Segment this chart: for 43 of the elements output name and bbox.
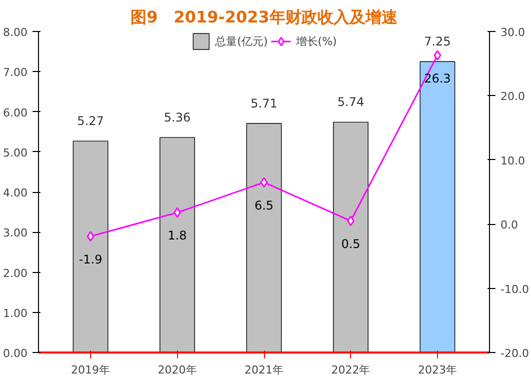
data-label: 7.25 <box>424 34 451 49</box>
y2-tick-label: 0.0 <box>500 218 518 232</box>
data-label: 5.36 <box>164 110 191 124</box>
legend-label: 增长(%) <box>296 34 337 48</box>
point <box>434 50 442 61</box>
y-tick-label: 8.00 <box>3 26 28 39</box>
data-label: 5.74 <box>337 95 364 110</box>
data-label: 1.8 <box>168 228 187 243</box>
bar <box>420 61 456 352</box>
y2-tick-label: 10.0 <box>500 154 525 168</box>
chart-title: 图9 2019-2023年财政收入及增速 <box>130 8 398 26</box>
bar <box>72 140 108 352</box>
point <box>346 216 354 226</box>
data-label: 5.27 <box>77 114 104 128</box>
y-tick-label: 3.00 <box>3 226 28 240</box>
bar <box>160 137 195 352</box>
x-tick-label: 2021年 <box>244 364 284 376</box>
data-label: 26.3 <box>424 71 451 86</box>
y-tick-label: 4.00 <box>3 186 28 200</box>
x-tick-label: 2020年 <box>158 364 197 376</box>
y-tick-label: 6.00 <box>3 106 28 120</box>
point <box>260 177 268 188</box>
bar <box>333 122 368 352</box>
y-tick-label: 0.00 <box>3 347 28 360</box>
data-label: -1.9 <box>78 252 102 266</box>
data-label: 6.5 <box>254 198 274 212</box>
data-label: 0.5 <box>341 236 360 251</box>
point <box>174 207 182 218</box>
y2-tick-label: 30.0 <box>500 26 525 39</box>
y-tick-label: 2.00 <box>3 266 28 280</box>
y-tick-label: 1.00 <box>3 306 28 320</box>
bar <box>246 123 282 352</box>
legend-label: 总量(亿元) <box>215 34 268 48</box>
point <box>86 231 94 242</box>
y2-tick-label: -20.0 <box>500 347 529 360</box>
y-tick-label: 7.00 <box>3 66 28 80</box>
x-tick-label: 2019年 <box>71 364 110 376</box>
y2-tick-label: -10.0 <box>500 282 529 296</box>
y-tick-label: 5.00 <box>3 146 28 160</box>
y2-tick-label: 20.0 <box>500 90 525 104</box>
x-tick-label: 2023年 <box>418 364 457 376</box>
data-label: 5.71 <box>250 96 278 110</box>
x-tick-label: 2022年 <box>331 364 370 376</box>
